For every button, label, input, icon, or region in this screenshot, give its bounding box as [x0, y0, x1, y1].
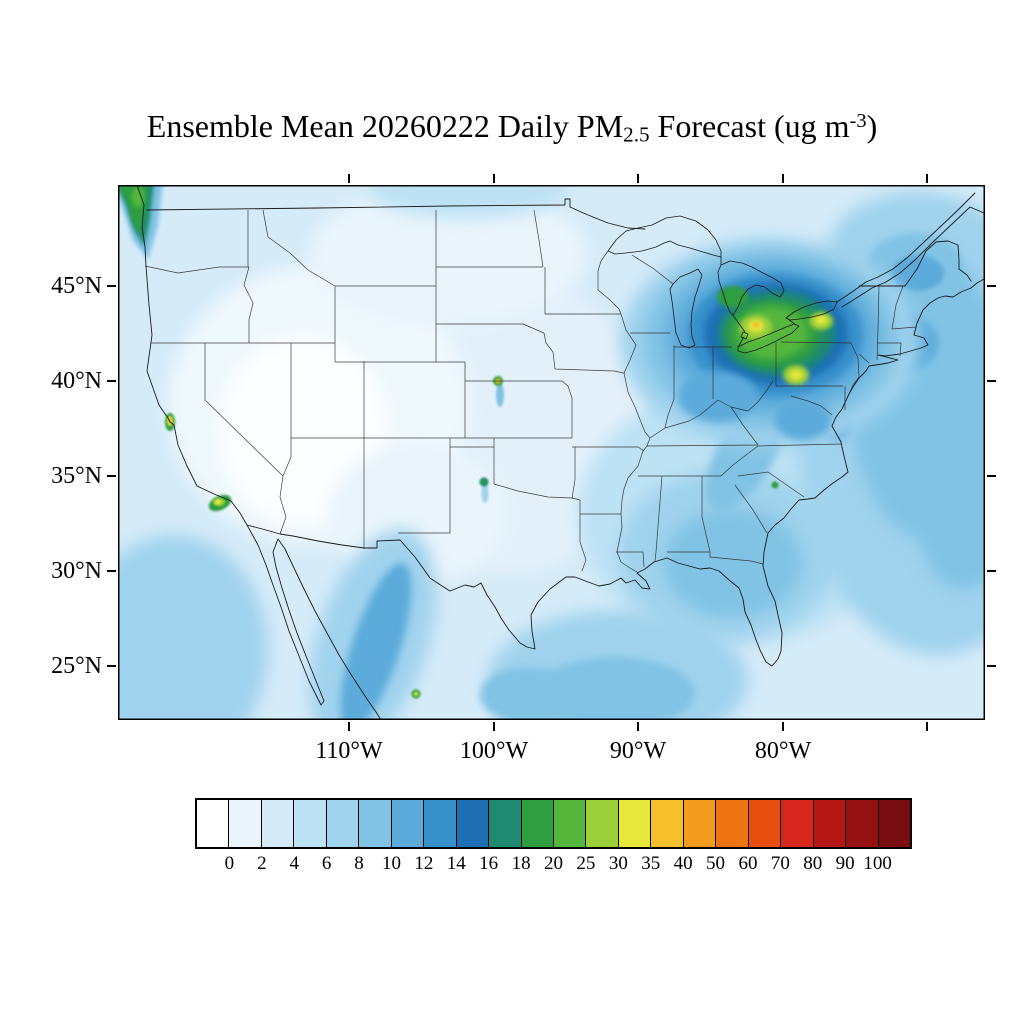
colorbar-cell — [617, 800, 651, 847]
colorbar-cell — [682, 800, 716, 847]
lon-axis-label: 90°W — [609, 738, 667, 764]
colorbar-tick-label: 4 — [289, 853, 299, 874]
plot-frame — [118, 185, 985, 720]
colorbar-cell — [812, 800, 846, 847]
colorbar-cell — [520, 800, 553, 847]
x-axis-tick-top — [637, 174, 639, 183]
conus-pm25-map-svg — [118, 185, 985, 720]
y-axis-tick-right — [987, 380, 996, 382]
x-axis-tick-top — [348, 174, 350, 183]
x-axis-tick-bottom — [926, 722, 928, 731]
y-axis-tick-left — [107, 380, 116, 382]
lat-axis-label: 30°N — [51, 558, 102, 584]
colorbar-tick-label: 35 — [641, 853, 661, 874]
pm25-field-layer — [118, 185, 985, 720]
lat-axis-label: 45°N — [51, 273, 102, 299]
colorbar-cell — [390, 800, 424, 847]
colorbar-tick-label: 8 — [354, 853, 364, 874]
title-middle: Forecast (ug m — [649, 108, 850, 144]
colorbar-tick-label: 25 — [576, 853, 596, 874]
colorbar-cell — [650, 800, 683, 847]
colorbar-tick-label: 18 — [511, 853, 531, 874]
colorbar-tick-label: 100 — [863, 853, 892, 874]
colorbar-tick-label: 14 — [446, 853, 466, 874]
x-axis-tick-bottom — [493, 722, 495, 731]
lon-axis-label: 80°W — [754, 738, 812, 764]
y-axis-tick-right — [987, 285, 996, 287]
colorbar-cell — [488, 800, 521, 847]
lon-axis-label: 110°W — [315, 738, 383, 764]
chart-title: Ensemble Mean 20260222 Daily PM2.5 Forec… — [0, 108, 1024, 148]
y-axis-tick-left — [107, 665, 116, 667]
colorbar-cell — [877, 800, 910, 847]
y-axis-tick-right — [987, 665, 996, 667]
x-axis-tick-top — [926, 174, 928, 183]
title-subscript: 2.5 — [623, 122, 650, 147]
y-axis-tick-right — [987, 570, 996, 572]
colorbar-cell — [358, 800, 391, 847]
colorbar-cell — [747, 800, 781, 847]
colorbar-cell — [325, 800, 359, 847]
y-axis-tick-left — [107, 475, 116, 477]
coastline-layer — [136, 185, 985, 720]
x-axis-tick-bottom — [782, 722, 784, 731]
lon-axis-label: 100°W — [459, 738, 529, 764]
colorbar-cell — [423, 800, 456, 847]
lat-axis-label: 40°N — [51, 368, 102, 394]
colorbar-cell — [455, 800, 489, 847]
colorbar-cell — [197, 800, 229, 847]
colorbar-tick-label: 40 — [673, 853, 693, 874]
y-axis-tick-left — [107, 570, 116, 572]
colorbar-tick-label: 2 — [257, 853, 267, 874]
colorbar-tick-label: 6 — [321, 853, 332, 874]
colorbar-cell — [552, 800, 586, 847]
colorbar-tick-label: 90 — [835, 853, 855, 874]
colorbar-cell — [715, 800, 748, 847]
x-axis-tick-top — [493, 174, 495, 183]
great-lakes-layer — [607, 215, 838, 354]
colorbar-tick-label: 10 — [381, 853, 401, 874]
colorbar-cell — [585, 800, 618, 847]
colorbar-tick-label: 0 — [224, 853, 235, 874]
title-superscript: -3 — [849, 109, 867, 132]
title-prefix: Ensemble Mean 20260222 Daily PM — [146, 108, 624, 144]
colorbar-tick-label: 50 — [706, 853, 726, 874]
colorbar-cell — [228, 800, 261, 847]
title-suffix: ) — [866, 108, 878, 144]
colorbar-cell — [845, 800, 878, 847]
colorbar-tick-label: 30 — [608, 853, 628, 874]
colorbar-cell — [293, 800, 326, 847]
x-axis-tick-bottom — [348, 722, 350, 731]
y-axis-tick-right — [987, 475, 996, 477]
x-axis-tick-top — [782, 174, 784, 183]
colorbar-tick-label: 20 — [544, 853, 563, 874]
state-borders-layer — [144, 209, 917, 573]
colorbar-tick-label: 70 — [770, 853, 790, 874]
colorbar-cell — [260, 800, 294, 847]
x-axis-tick-bottom — [637, 722, 639, 731]
colorbar-tick-label: 60 — [738, 853, 758, 874]
lat-axis-label: 35°N — [51, 463, 102, 489]
map-plot-area — [118, 185, 985, 720]
colorbar-tick-label: 12 — [414, 853, 434, 874]
colorbar — [195, 798, 912, 849]
lat-axis-label: 25°N — [51, 653, 102, 679]
colorbar-tick-label: 16 — [479, 853, 499, 874]
colorbar-tick-label: 80 — [803, 853, 823, 874]
y-axis-tick-left — [107, 285, 116, 287]
colorbar-cell — [780, 800, 813, 847]
